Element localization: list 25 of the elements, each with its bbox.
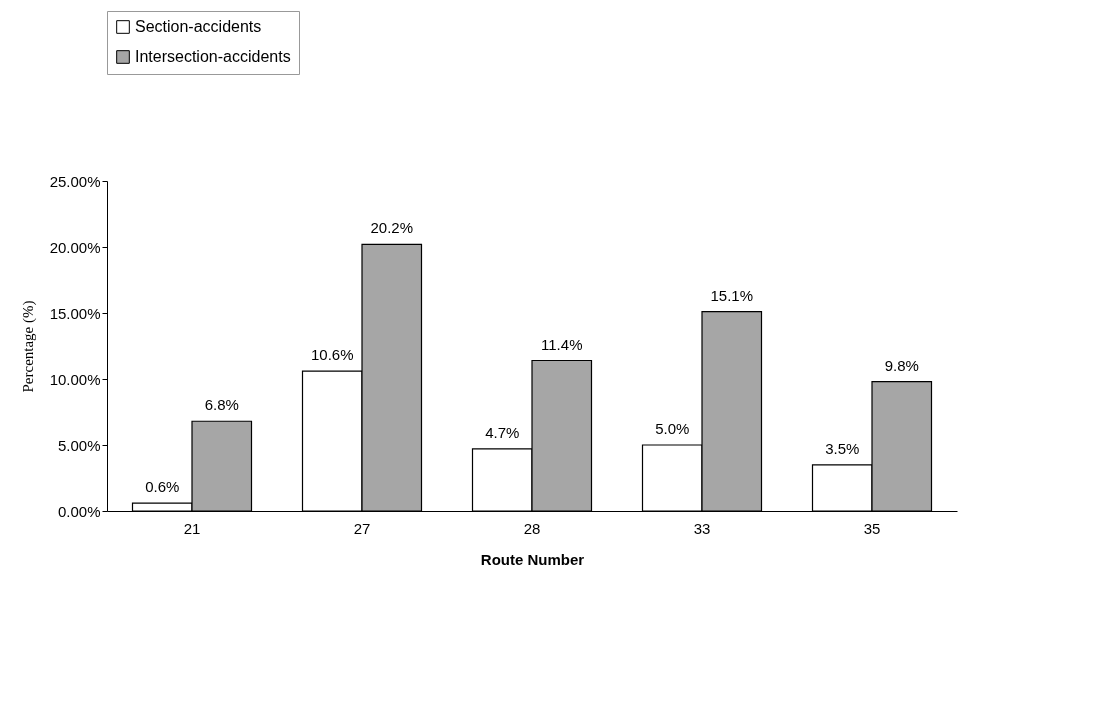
y-tick-label: 20.00% — [49, 238, 101, 256]
data-label: 6.8% — [204, 396, 239, 414]
x-tick-label: 27 — [353, 519, 371, 537]
x-axis-title: Route Number — [480, 550, 585, 568]
data-label: 5.0% — [655, 420, 690, 437]
y-tick-label: 5.00% — [57, 436, 101, 454]
data-label: 3.5% — [825, 439, 860, 457]
y-tick-label: 15.00% — [49, 304, 101, 322]
data-label: 20.2% — [370, 219, 414, 237]
y-tick-label: 0.00% — [57, 502, 101, 520]
x-tick-label: 21 — [183, 519, 201, 537]
y-tick-label: 10.00% — [49, 370, 101, 388]
data-label: 0.6% — [145, 478, 180, 496]
x-tick-label: 33 — [693, 519, 711, 537]
x-tick-label: 28 — [523, 519, 541, 537]
data-label: 9.8% — [884, 356, 919, 374]
x-tick-label: 35 — [863, 519, 881, 537]
y-tick-label: 25.00% — [49, 172, 101, 190]
data-label: 10.6% — [310, 346, 354, 364]
y-axis-title: Percentage (%) — [19, 300, 37, 393]
legend-label: Intersection-accidents — [135, 48, 291, 65]
legend-label: Section-accidents — [135, 18, 262, 35]
data-label: 11.4% — [541, 335, 583, 353]
data-label: 15.1% — [710, 286, 754, 304]
data-label: 4.7% — [485, 423, 520, 441]
